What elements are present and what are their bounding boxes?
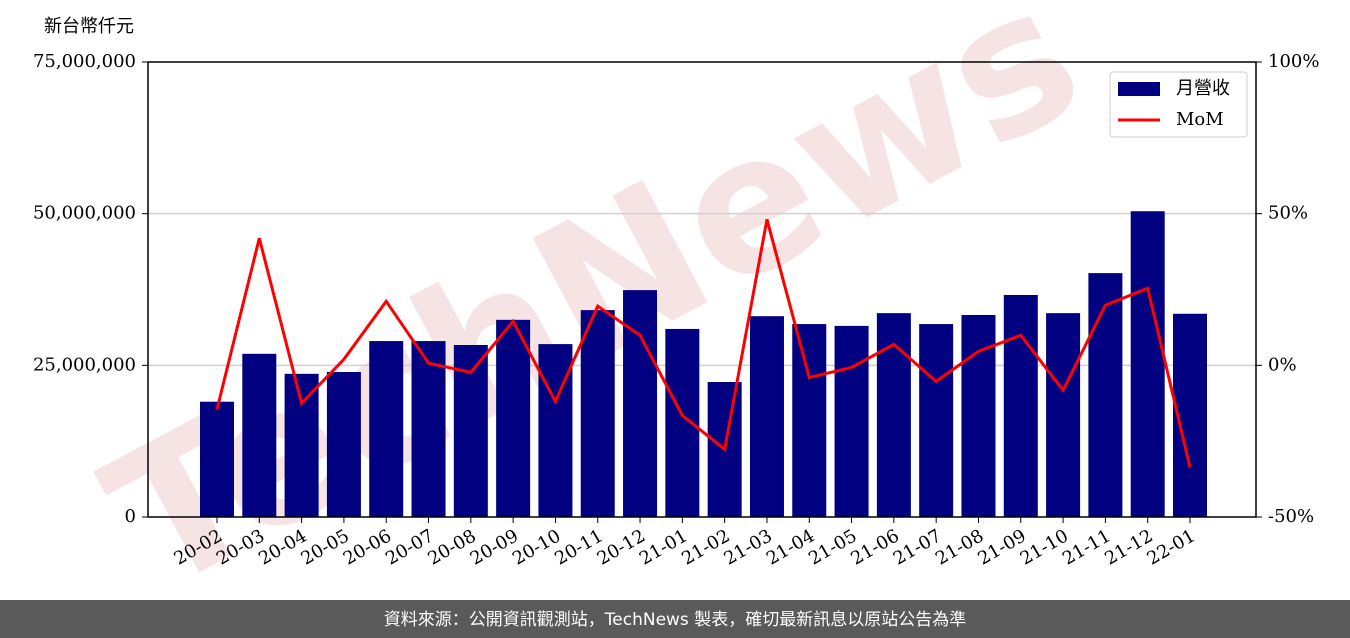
bar (1088, 273, 1123, 517)
bar (284, 373, 319, 517)
bar (1003, 294, 1038, 517)
x-tick-label: 22-01 (1144, 525, 1199, 569)
y2-tick-label: -50% (1268, 506, 1314, 527)
bar (665, 328, 700, 517)
y-axis-label: 新台幣仟元 (44, 16, 134, 37)
bar (326, 372, 361, 517)
y-tick-label: 25,000,000 (33, 354, 136, 375)
bar (200, 401, 234, 517)
y2-tick-label: 100% (1268, 51, 1319, 72)
y-tick-label: 75,000,000 (33, 51, 136, 72)
bar (1046, 313, 1081, 517)
y-tick-label: 50,000,000 (33, 203, 136, 224)
bar (919, 324, 954, 517)
line (215, 219, 1192, 468)
y2-tick-label: 50% (1268, 203, 1308, 224)
plot-frame (147, 61, 1257, 518)
legend-swatch (1118, 82, 1160, 96)
bar (242, 353, 277, 517)
legend-label: MoM (1176, 109, 1224, 130)
bar (496, 319, 531, 517)
footer: 資料來源：公開資訊觀測站，TechNews 製表，確切最新訊息以原站公告為準 (384, 610, 966, 630)
y2-tick-label: 0% (1268, 354, 1297, 375)
bar (411, 341, 446, 517)
footer-bar (0, 600, 1350, 638)
bar (1130, 211, 1165, 518)
bar (834, 325, 869, 517)
legend-label: 月營收 (1176, 78, 1230, 99)
bar (876, 313, 911, 517)
bar (369, 341, 404, 517)
bar (749, 316, 784, 517)
bar (792, 324, 827, 517)
y-tick-label: 0 (125, 506, 136, 527)
bar (580, 310, 615, 517)
bar (623, 290, 658, 517)
bar (538, 344, 573, 517)
